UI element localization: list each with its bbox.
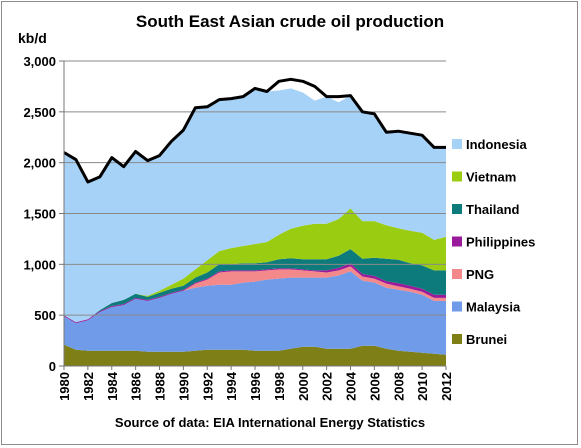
x-tick-label: 2002 [320, 372, 335, 401]
x-tick-label: 1990 [176, 372, 191, 401]
legend-swatch [452, 171, 462, 182]
area-vietnam [64, 208, 446, 323]
area-malaysia [64, 271, 446, 355]
y-tick-label: 2,500 [23, 105, 56, 120]
x-tick-label: 2004 [344, 371, 359, 401]
x-tick-labels: 1980 1982 1984 1986 1988 1990 1992 1994 1996 1998… [57, 366, 454, 401]
legend-label: Brunei [466, 332, 507, 347]
area-thailand [64, 249, 446, 323]
stacked-areas [64, 88, 446, 366]
legend: Indonesia Vietnam Thailand Philippines PNG Ma… [452, 137, 535, 347]
legend-swatch [452, 334, 462, 344]
x-tick-label: 2008 [391, 372, 406, 401]
legend-label: Philippines [466, 235, 535, 250]
y-axis-unit: kb/d [18, 30, 47, 46]
legend-label: Vietnam [466, 170, 516, 185]
y-tick-label: 1,500 [23, 207, 56, 222]
legend-swatch [452, 204, 462, 214]
legend-label: Malaysia [466, 300, 521, 315]
x-tick-label: 1984 [105, 371, 120, 401]
gridlines [59, 60, 446, 367]
legend-swatch [452, 236, 462, 247]
area-png [64, 266, 446, 324]
x-tick-label: 2012 [439, 372, 454, 401]
x-tick-label: 1988 [153, 372, 168, 401]
legend-label: Thailand [466, 202, 520, 217]
legend-label: Indonesia [466, 137, 527, 152]
x-tick-label: 2000 [296, 372, 311, 401]
legend-swatch [452, 301, 462, 312]
x-tick-label: 1994 [224, 371, 239, 401]
x-tick-label: 2010 [415, 372, 430, 401]
x-tick-label: 1982 [81, 372, 96, 401]
legend-swatch [452, 139, 462, 149]
y-tick-label: 500 [34, 308, 56, 323]
y-tick-label: 0 [49, 359, 56, 374]
x-tick-label: 1986 [129, 372, 144, 401]
x-tick-label: 2006 [367, 372, 382, 401]
y-tick-label: 3,000 [23, 54, 56, 69]
area-brunei [64, 344, 446, 366]
x-tick-label: 1980 [57, 372, 72, 401]
x-tick-label: 1996 [248, 372, 263, 401]
total-line [63, 77, 446, 184]
total-production-line [63, 77, 446, 184]
y-tick-label: 1,000 [23, 257, 56, 272]
y-tick-labels: 0 500 1,000 1,500 2,000 2,500 3,000 [23, 54, 56, 374]
source-note: Source of data: EIA International Energy… [115, 415, 425, 430]
area-indonesia [64, 88, 446, 323]
legend-swatch [452, 269, 462, 279]
x-tick-label: 1992 [200, 372, 215, 401]
y-tick-label: 2,000 [23, 156, 56, 171]
x-tick-label: 1998 [272, 372, 287, 401]
legend-label: PNG [466, 267, 494, 282]
chart-title: South East Asian crude oil production [136, 12, 444, 31]
